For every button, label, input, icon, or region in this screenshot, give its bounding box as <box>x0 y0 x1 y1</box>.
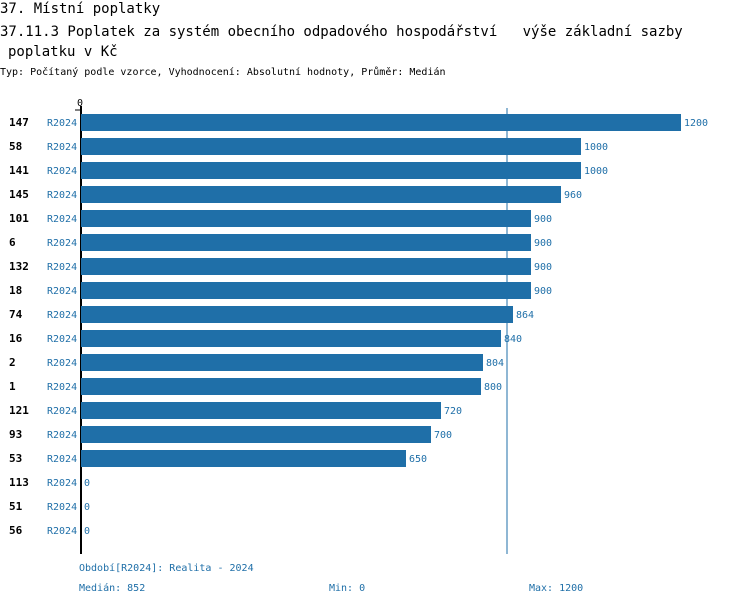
bar-value-label: 1200 <box>684 118 708 129</box>
category-label: 1 <box>9 380 16 393</box>
period-legend: Období[R2024]: Realita - 2024 <box>79 563 254 574</box>
series-label: R2024 <box>47 334 77 345</box>
category-label: 56 <box>9 524 23 537</box>
series-label: R2024 <box>47 142 77 153</box>
category-label: 51 <box>9 500 23 513</box>
category-label: 121 <box>9 404 29 417</box>
bar <box>81 114 681 131</box>
bar <box>81 210 531 227</box>
bar-value-label: 900 <box>534 214 552 225</box>
bar <box>81 162 581 179</box>
bar-value-label: 650 <box>409 454 427 465</box>
series-label: R2024 <box>47 166 77 177</box>
bar-value-label: 700 <box>434 430 452 441</box>
bar-value-label: 800 <box>484 382 502 393</box>
category-label: 2 <box>9 356 16 369</box>
axis-zero-label: 0 <box>77 98 83 109</box>
bar-value-label: 960 <box>564 190 582 201</box>
series-label: R2024 <box>47 238 77 249</box>
bar-value-label: 0 <box>84 502 90 513</box>
bar <box>81 354 483 371</box>
bar <box>81 234 531 251</box>
bar-value-label: 804 <box>486 358 504 369</box>
bar-value-label: 1000 <box>584 166 608 177</box>
min-label: Min: 0 <box>329 583 366 594</box>
bar-value-label: 840 <box>504 334 522 345</box>
bar <box>81 282 531 299</box>
category-label: 53 <box>9 452 22 465</box>
chart-type-description: Typ: Počítaný podle vzorce, Vyhodnocení:… <box>0 67 446 78</box>
series-label: R2024 <box>47 358 77 369</box>
chart-title: 37. Místní poplatky <box>0 1 161 17</box>
bar-value-label: 0 <box>84 478 90 489</box>
series-label: R2024 <box>47 502 77 513</box>
bar-value-label: 1000 <box>584 142 608 153</box>
bar-value-label: 900 <box>534 262 552 273</box>
bar-value-label: 900 <box>534 238 552 249</box>
bar-value-label: 900 <box>534 286 552 297</box>
series-label: R2024 <box>47 214 77 225</box>
series-label: R2024 <box>47 478 77 489</box>
series-label: R2024 <box>47 454 77 465</box>
category-label: 141 <box>9 164 29 177</box>
series-label: R2024 <box>47 286 77 297</box>
bar <box>81 306 513 323</box>
category-label: 18 <box>9 284 22 297</box>
category-label: 16 <box>9 332 23 345</box>
bar-value-label: 864 <box>516 310 534 321</box>
series-label: R2024 <box>47 310 77 321</box>
bar <box>81 426 431 443</box>
bar <box>81 378 481 395</box>
bar <box>81 138 581 155</box>
bar <box>81 258 531 275</box>
series-label: R2024 <box>47 190 77 201</box>
category-label: 74 <box>9 308 23 321</box>
series-label: R2024 <box>47 382 77 393</box>
category-label: 145 <box>9 188 29 201</box>
category-label: 147 <box>9 116 29 129</box>
bar <box>81 402 441 419</box>
series-label: R2024 <box>47 526 77 537</box>
chart-subtitle-line2: poplatku v Kč <box>8 44 118 60</box>
series-label: R2024 <box>47 118 77 129</box>
category-label: 6 <box>9 236 16 249</box>
bar-value-label: 0 <box>84 526 90 537</box>
category-label: 132 <box>9 260 29 273</box>
bar <box>81 450 406 467</box>
series-label: R2024 <box>47 406 77 417</box>
category-label: 101 <box>9 212 29 225</box>
bar-value-label: 720 <box>444 406 462 417</box>
chart-subtitle-line1: 37.11.3 Poplatek za systém obecního odpa… <box>0 24 683 40</box>
series-label: R2024 <box>47 262 77 273</box>
category-label: 58 <box>9 140 22 153</box>
max-label: Max: 1200 <box>529 583 584 594</box>
category-label: 113 <box>9 476 29 489</box>
category-label: 93 <box>9 428 22 441</box>
bar <box>81 330 501 347</box>
series-label: R2024 <box>47 430 77 441</box>
bar <box>81 186 561 203</box>
median-label: Medián: 852 <box>79 583 146 594</box>
